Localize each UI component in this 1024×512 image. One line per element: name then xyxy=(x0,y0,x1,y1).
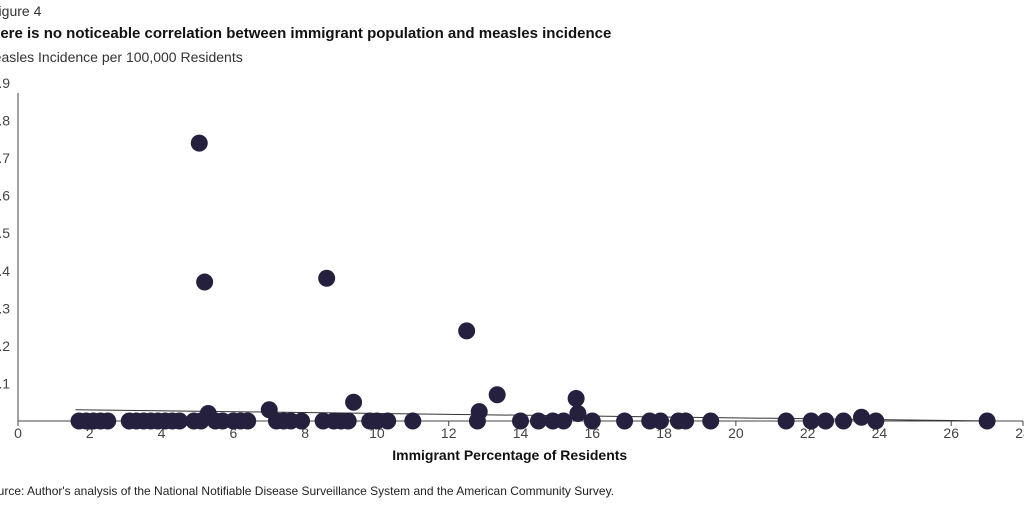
data-point xyxy=(404,412,422,430)
data-point xyxy=(196,273,214,291)
y-tick-label: .7 xyxy=(0,150,10,166)
x-tick-label: 16 xyxy=(584,425,600,441)
data-point xyxy=(835,412,853,430)
data-point xyxy=(569,404,587,422)
y-axis-ticks: .1 .2 .3 .4 .5 .6 .7 .8 .9 xyxy=(0,75,10,391)
data-point xyxy=(339,412,357,430)
data-point xyxy=(293,412,311,430)
x-tick-label: 28 xyxy=(1015,425,1024,441)
x-tick-label: 20 xyxy=(728,425,744,441)
data-point xyxy=(817,412,835,430)
chart-title: There is no noticeable correlation betwe… xyxy=(0,25,612,42)
source-note: Source: Author's analysis of the Nationa… xyxy=(0,484,615,498)
data-point xyxy=(802,412,820,430)
data-point xyxy=(190,134,208,152)
y-tick-label: .4 xyxy=(0,263,10,279)
y-tick-label: .8 xyxy=(0,113,10,129)
data-point xyxy=(512,412,529,430)
data-points xyxy=(70,134,996,430)
data-point xyxy=(529,412,547,430)
y-tick-label: .5 xyxy=(0,225,10,241)
x-tick-label: 26 xyxy=(943,425,959,441)
data-point xyxy=(567,389,585,407)
x-tick-label: 2 xyxy=(86,425,94,441)
x-tick-label: 12 xyxy=(441,425,457,441)
data-point xyxy=(777,412,795,430)
data-point xyxy=(488,386,506,404)
data-point xyxy=(651,412,669,430)
x-axis-title: Immigrant Percentage of Residents xyxy=(392,447,627,463)
x-tick-label: 6 xyxy=(229,425,237,441)
data-point xyxy=(616,412,634,430)
data-point xyxy=(171,412,189,430)
data-point xyxy=(702,412,720,430)
figure-label: Figure 4 xyxy=(0,3,42,19)
data-point xyxy=(345,393,363,411)
data-point xyxy=(318,269,336,287)
x-tick-label: 0 xyxy=(14,425,22,441)
x-tick-label: 4 xyxy=(158,425,166,441)
y-tick-label: .1 xyxy=(0,375,10,391)
data-point xyxy=(458,322,476,340)
data-point xyxy=(239,412,257,430)
x-tick-label: 10 xyxy=(369,425,385,441)
data-point xyxy=(852,408,870,426)
data-point xyxy=(555,412,573,430)
y-tick-label: .9 xyxy=(0,75,10,91)
data-point xyxy=(379,412,397,430)
y-tick-label: .6 xyxy=(0,188,10,204)
data-point xyxy=(583,412,601,430)
data-point xyxy=(470,403,488,421)
y-tick-label: .2 xyxy=(0,338,10,354)
data-point xyxy=(99,412,117,430)
data-point xyxy=(978,412,996,430)
chart-subtitle: Measles Incidence per 100,000 Residents xyxy=(0,49,243,65)
data-point xyxy=(867,412,885,430)
y-tick-label: .3 xyxy=(0,300,10,316)
data-point xyxy=(677,412,695,430)
x-tick-label: 14 xyxy=(513,425,529,441)
x-tick-label: 8 xyxy=(301,425,309,441)
